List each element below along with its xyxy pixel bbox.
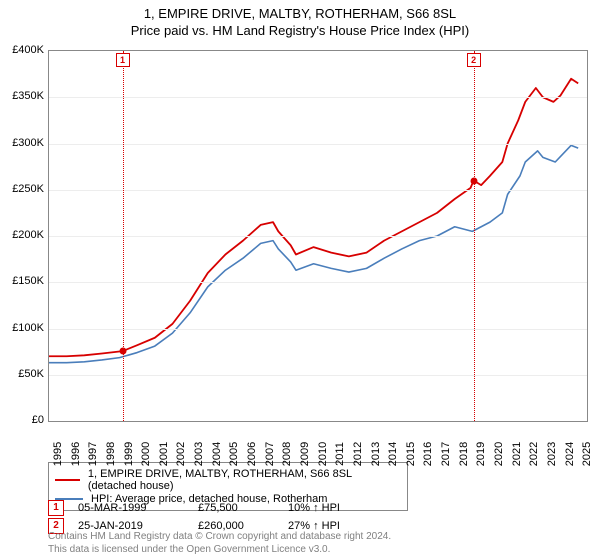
sale-point	[470, 177, 477, 184]
page-container: 1, EMPIRE DRIVE, MALTBY, ROTHERHAM, S66 …	[0, 0, 600, 560]
gridline-h	[49, 97, 587, 98]
gridline-h	[49, 329, 587, 330]
ytick-label: £250K	[12, 183, 44, 195]
ytick-label: £0	[32, 414, 44, 426]
xtick-label: 2004	[211, 442, 223, 466]
xtick-label: 2016	[422, 442, 434, 466]
xtick-label: 2013	[370, 442, 382, 466]
xtick-label: 2021	[511, 442, 523, 466]
sale-row-1: 1 05-MAR-1999 £75,500 10% ↑ HPI	[48, 500, 340, 516]
sale-point	[119, 348, 126, 355]
xtick-label: 2022	[528, 442, 540, 466]
legend-row-property: 1, EMPIRE DRIVE, MALTBY, ROTHERHAM, S66 …	[55, 468, 401, 492]
xtick-label: 2024	[564, 442, 576, 466]
ytick-label: £350K	[12, 90, 44, 102]
ytick-label: £400K	[12, 44, 44, 56]
xtick-label: 2017	[440, 442, 452, 466]
xtick-label: 2012	[352, 442, 364, 466]
sale-delta-1: 10% ↑ HPI	[288, 502, 340, 514]
xtick-label: 2008	[281, 442, 293, 466]
gridline-h	[49, 282, 587, 283]
xtick-label: 2015	[405, 442, 417, 466]
ytick-label: £100K	[12, 322, 44, 334]
xtick-label: 2000	[140, 442, 152, 466]
xtick-label: 2006	[246, 442, 258, 466]
title-block: 1, EMPIRE DRIVE, MALTBY, ROTHERHAM, S66 …	[0, 0, 600, 38]
sale-marker-on-chart: 1	[116, 53, 130, 67]
sale-date-1: 05-MAR-1999	[78, 502, 198, 514]
chart-plot-area: 12	[48, 50, 588, 422]
sale-marker-1: 1	[48, 500, 64, 516]
xtick-label: 2014	[387, 442, 399, 466]
xtick-label: 2019	[475, 442, 487, 466]
title-main: 1, EMPIRE DRIVE, MALTBY, ROTHERHAM, S66 …	[0, 6, 600, 21]
footer-line-1: Contains HM Land Registry data © Crown c…	[48, 531, 391, 544]
xtick-label: 1995	[52, 442, 64, 466]
footer-line-2: This data is licensed under the Open Gov…	[48, 544, 391, 557]
ytick-label: £150K	[12, 275, 44, 287]
xtick-label: 2011	[334, 442, 346, 466]
ytick-label: £300K	[12, 137, 44, 149]
series-line-hpi	[49, 145, 578, 362]
ytick-label: £50K	[18, 368, 44, 380]
xtick-label: 1997	[87, 442, 99, 466]
series-line-property	[49, 79, 578, 357]
title-sub: Price paid vs. HM Land Registry's House …	[0, 23, 600, 38]
xtick-label: 2010	[317, 442, 329, 466]
gridline-h	[49, 236, 587, 237]
xtick-label: 1999	[123, 442, 135, 466]
footer-block: Contains HM Land Registry data © Crown c…	[48, 531, 391, 556]
legend-label-property: 1, EMPIRE DRIVE, MALTBY, ROTHERHAM, S66 …	[88, 468, 401, 492]
xtick-label: 1998	[105, 442, 117, 466]
xtick-label: 2018	[458, 442, 470, 466]
xtick-label: 2003	[193, 442, 205, 466]
sale-vline	[123, 51, 124, 421]
xtick-label: 2001	[158, 442, 170, 466]
xtick-label: 2002	[175, 442, 187, 466]
xtick-label: 2025	[581, 442, 593, 466]
xtick-label: 1996	[70, 442, 82, 466]
xtick-label: 2009	[299, 442, 311, 466]
xtick-label: 2023	[546, 442, 558, 466]
xtick-label: 2005	[228, 442, 240, 466]
gridline-h	[49, 375, 587, 376]
sale-price-1: £75,500	[198, 502, 288, 514]
gridline-h	[49, 144, 587, 145]
ytick-label: £200K	[12, 229, 44, 241]
xtick-label: 2020	[493, 442, 505, 466]
gridline-h	[49, 190, 587, 191]
legend-swatch-property	[55, 479, 80, 481]
sale-vline	[474, 51, 475, 421]
xtick-label: 2007	[264, 442, 276, 466]
sale-marker-on-chart: 2	[467, 53, 481, 67]
